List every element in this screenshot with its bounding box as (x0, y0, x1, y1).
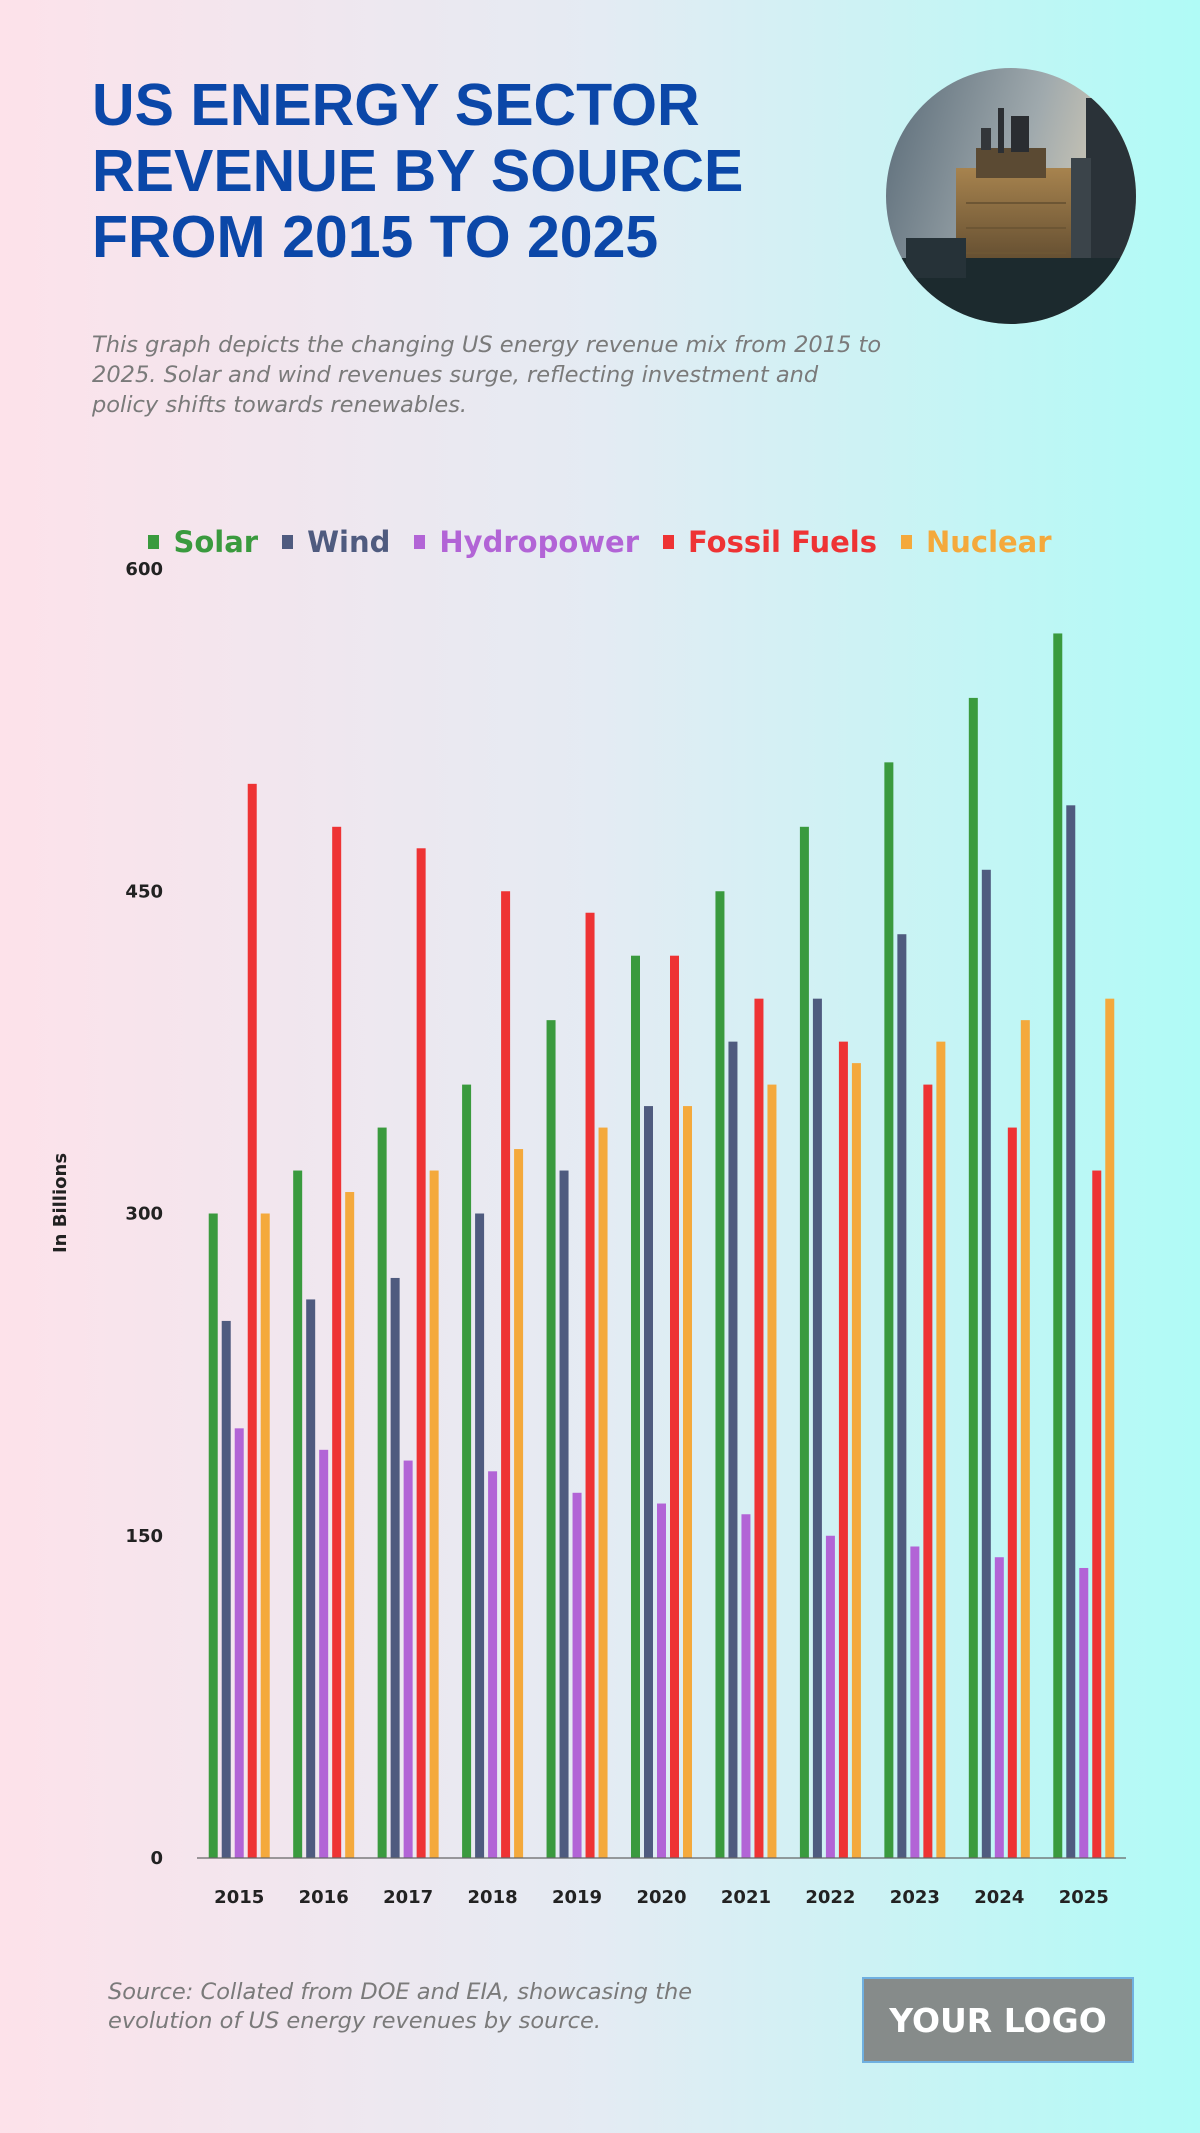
bar-solar (884, 762, 894, 1858)
bar-fossil-fuels (754, 998, 764, 1858)
bar-wind (728, 1041, 738, 1858)
bar-wind (306, 1299, 316, 1858)
energy-plant-photo (886, 68, 1136, 324)
bar-wind (559, 1170, 569, 1858)
legend-item-nuclear: Nuclear (900, 525, 1052, 559)
x-tick-label: 2025 (1059, 1887, 1109, 1908)
bar-solar (715, 891, 725, 1858)
y-tick-label: 450 (125, 881, 163, 902)
x-tick-label: 2019 (552, 1887, 602, 1908)
legend-item-fossil-fuels: Fossil Fuels (663, 525, 877, 559)
bar-nuclear (851, 1063, 861, 1858)
legend-item-solar: Solar (148, 525, 258, 559)
bar-wind (897, 934, 907, 1858)
legend-item-hydropower: Hydropower (414, 525, 639, 559)
legend-item-wind: Wind (282, 525, 390, 559)
bar-hydropower (234, 1428, 244, 1858)
x-tick-label: 2023 (890, 1887, 940, 1908)
legend-label-fossil-fuels: Fossil Fuels (688, 525, 877, 559)
bar-hydropower (403, 1460, 413, 1858)
bar-solar (208, 1213, 218, 1858)
bar-solar (631, 955, 640, 1858)
bar-nuclear (1020, 1020, 1030, 1858)
x-tick-label: 2017 (383, 1887, 433, 1908)
bar-nuclear (598, 1127, 608, 1858)
bar-fossil-fuels (501, 891, 511, 1858)
bar-fossil-fuels (1092, 1170, 1102, 1858)
bar-nuclear (1105, 998, 1115, 1858)
legend-label-wind: Wind (307, 525, 391, 559)
bar-nuclear (683, 1106, 692, 1858)
x-tick-label: 2018 (468, 1887, 518, 1908)
x-tick-label: 2015 (214, 1887, 264, 1908)
bar-wind (981, 869, 991, 1858)
bar-nuclear (345, 1192, 355, 1858)
bar-nuclear (514, 1149, 524, 1858)
bar-fossil-fuels (247, 783, 257, 1859)
bar-hydropower (994, 1557, 1004, 1858)
bar-fossil-fuels (332, 826, 342, 1858)
chart-legend: Solar Wind Hydropower Fossil Fuels Nucle… (0, 520, 1200, 564)
bar-hydropower (572, 1492, 582, 1858)
bar-hydropower (657, 1503, 666, 1858)
y-tick-label: 0 (150, 1848, 163, 1869)
x-tick-label: 2016 (299, 1887, 349, 1908)
x-tick-label: 2024 (974, 1887, 1024, 1908)
bar-fossil-fuels (416, 848, 426, 1858)
bar-solar (546, 1020, 556, 1858)
bar-solar (968, 697, 978, 1858)
bar-nuclear (767, 1084, 777, 1858)
logo-placeholder: YOUR LOGO (862, 1977, 1134, 2063)
x-tick-label: 2021 (721, 1887, 771, 1908)
x-tick-label: 2022 (805, 1887, 855, 1908)
y-tick-label: 300 (125, 1204, 163, 1225)
bar-solar (293, 1170, 303, 1858)
bar-fossil-fuels (923, 1084, 933, 1858)
bar-solar (1053, 633, 1063, 1859)
bar-hydropower (1079, 1567, 1089, 1858)
y-tick-label: 150 (125, 1526, 163, 1547)
legend-swatch-hydropower (414, 535, 426, 549)
source-note: Source: Collated from DOE and EIA, showc… (108, 1979, 693, 2034)
legend-label-hydropower: Hydropower (439, 525, 640, 559)
page-title: US ENERGY SECTOR REVENUE BY SOURCE FROM … (92, 72, 744, 270)
bar-solar (462, 1084, 472, 1858)
legend-swatch-nuclear (900, 535, 912, 549)
bar-hydropower (825, 1535, 835, 1858)
x-tick-label: 2020 (636, 1887, 686, 1908)
bar-wind (221, 1320, 231, 1858)
bar-nuclear (260, 1213, 270, 1858)
y-axis-title: In Billions (50, 1153, 71, 1253)
bar-wind (475, 1213, 485, 1858)
page-subtitle: This graph depicts the changing US energ… (92, 332, 882, 418)
bar-nuclear (429, 1170, 439, 1858)
bar-wind (1066, 805, 1076, 1858)
bar-wind (644, 1106, 653, 1858)
bar-fossil-fuels (585, 912, 595, 1858)
bar-hydropower (741, 1514, 751, 1858)
legend-label-nuclear: Nuclear (925, 525, 1052, 559)
legend-swatch-solar (148, 535, 160, 549)
bar-fossil-fuels (670, 955, 679, 1858)
bar-hydropower (488, 1471, 498, 1858)
energy-plant-illustration (886, 68, 1136, 324)
legend-swatch-fossil-fuels (663, 535, 675, 549)
bar-hydropower (319, 1449, 329, 1858)
legend-label-solar: Solar (173, 525, 259, 559)
bar-wind (812, 998, 822, 1858)
bar-hydropower (910, 1546, 920, 1858)
bar-solar (799, 826, 809, 1858)
bar-chart: 0 150 300 450 600 In Billions 2015 2016 2017 2018… (50, 559, 1126, 1908)
bar-nuclear (936, 1041, 946, 1858)
bar-wind (390, 1277, 400, 1858)
legend-swatch-wind (282, 535, 294, 549)
bar-fossil-fuels (838, 1041, 848, 1858)
bar-fossil-fuels (1007, 1127, 1017, 1858)
y-tick-label: 600 (125, 559, 163, 580)
bar-solar (377, 1127, 387, 1858)
